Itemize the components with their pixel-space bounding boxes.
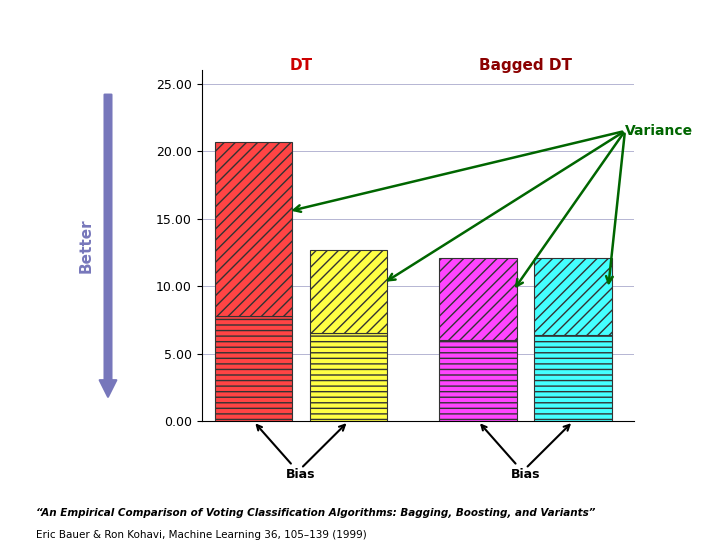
Bar <box>215 141 292 316</box>
Text: Bias: Bias <box>257 425 315 482</box>
Bar <box>439 258 517 340</box>
Bar <box>215 316 292 421</box>
Bar <box>439 340 517 421</box>
Text: Bagged DT: Bagged DT <box>479 58 572 73</box>
Bar <box>534 258 612 335</box>
Text: Better: Better <box>79 218 94 273</box>
Bar <box>310 249 387 333</box>
Bar <box>310 333 387 421</box>
Text: “An Empirical Comparison of Voting Classification Algorithms: Bagging, Boosting,: “An Empirical Comparison of Voting Class… <box>36 508 595 518</box>
Text: Eric Bauer & Ron Kohavi, Machine Learning 36, 105–139 (1999): Eric Bauer & Ron Kohavi, Machine Learnin… <box>36 530 366 540</box>
Text: Variance: Variance <box>625 124 693 138</box>
Text: Bias: Bias <box>482 425 540 482</box>
Text: DT: DT <box>289 58 312 73</box>
Bar <box>534 335 612 421</box>
